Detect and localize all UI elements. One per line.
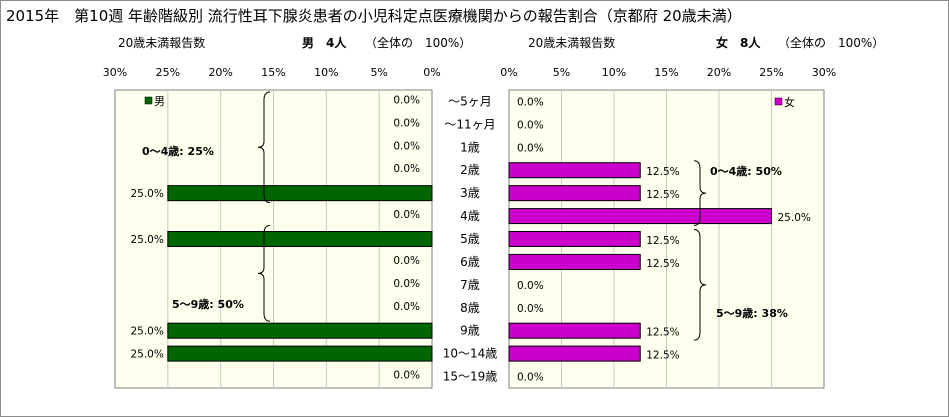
female-share-label: （全体の 100%）: [778, 35, 884, 50]
female-annotation-5-9: 5～9歳: 38%: [716, 306, 788, 320]
category-label: 2歳: [460, 163, 480, 177]
category-label: 1歳: [460, 140, 480, 154]
male-bar-label: 0.0%: [393, 370, 420, 382]
female-brace-0-4: [693, 160, 707, 227]
male-bar: [167, 185, 433, 202]
male-x-tick-label: 25%: [156, 66, 180, 79]
male-bar: [167, 231, 433, 247]
female-bar-label: 0.0%: [517, 280, 544, 292]
female-legend-label: 女: [784, 95, 795, 109]
male-bar-label: 25.0%: [130, 326, 163, 338]
male-panel: 0% 5% 10% 15% 20% 25% 30% 0.0% 0.0% 0.0% 0.0% 25.0%…: [103, 66, 441, 389]
male-bar: [167, 345, 433, 362]
male-legend-label: 男: [154, 95, 165, 108]
female-brace-5-9: [693, 229, 707, 341]
chart-title: 2015年 第10週 年齢階級別 流行性耳下腺炎患者の小児科定点医療機関からの報…: [6, 7, 742, 25]
male-count-label: 男 4人: [302, 35, 347, 50]
male-x-tick-label: 0%: [423, 66, 440, 79]
female-x-tick-label: 5%: [553, 66, 570, 79]
female-count-label: 女 8人: [716, 35, 761, 50]
male-bar-label: 0.0%: [393, 117, 420, 129]
male-bar-label: 25.0%: [130, 234, 163, 246]
category-labels: ～5ヶ月 ～11ヶ月 1歳 2歳 3歳 4歳 5歳 6歳 7歳 8歳 9歳 10～14歳 15～19歳: [443, 94, 498, 383]
female-bar: [508, 162, 641, 179]
female-bar-label: 12.5%: [646, 235, 679, 247]
female-bar: [508, 231, 641, 247]
male-bar-label: 25.0%: [130, 349, 163, 361]
male-bar: [167, 322, 433, 339]
female-x-tick-label: 25%: [759, 66, 783, 79]
female-bar-label: 12.5%: [646, 166, 679, 178]
female-x-tick-label: 15%: [654, 66, 678, 79]
male-x-tick-label: 15%: [261, 66, 285, 79]
female-bar: [508, 345, 641, 362]
male-bar-label: 0.0%: [393, 209, 420, 221]
female-x-tick-label: 0%: [500, 66, 517, 79]
male-brace-0-4: [257, 91, 271, 204]
category-label: 6歳: [460, 255, 480, 269]
male-legend-swatch: [144, 96, 153, 105]
male-x-tick-label: 5%: [370, 66, 387, 79]
male-x-tick-label: 30%: [103, 66, 127, 79]
category-label: 5歳: [460, 232, 480, 246]
male-annotation-0-4: 0～4歳: 25%: [142, 144, 214, 158]
male-left-label: 20歳未満報告数: [118, 35, 205, 50]
category-label: 7歳: [460, 278, 480, 292]
female-bar-label: 0.0%: [517, 303, 544, 315]
male-bar-label: 0.0%: [393, 140, 420, 152]
category-label: 15～19歳: [443, 370, 498, 384]
female-bar: [508, 253, 641, 270]
female-annotation-0-4: 0～4歳: 50%: [710, 164, 782, 178]
female-bar-label: 0.0%: [517, 142, 544, 154]
category-label: ～11ヶ月: [444, 117, 495, 131]
female-bar: [508, 322, 641, 339]
male-x-tick-label: 10%: [314, 66, 338, 79]
male-x-tick-label: 20%: [208, 66, 232, 79]
male-bar-label: 0.0%: [393, 255, 420, 267]
female-x-tick-label: 20%: [707, 66, 731, 79]
female-bar-label: 0.0%: [517, 119, 544, 131]
female-bar-label: 12.5%: [646, 327, 679, 339]
male-annotation-5-9: 5～9歳: 50%: [172, 297, 244, 311]
female-bar: [508, 208, 772, 225]
male-bar-label: 25.0%: [130, 188, 163, 200]
female-bar-label: 0.0%: [517, 372, 544, 384]
female-bar: [508, 185, 641, 202]
female-x-tick-label: 10%: [602, 66, 626, 79]
category-label: 9歳: [460, 324, 480, 338]
male-bar-label: 0.0%: [393, 301, 420, 313]
female-bar-label: 12.5%: [646, 189, 679, 201]
female-x-tick-label: 30%: [812, 66, 836, 79]
category-label: ～5ヶ月: [448, 94, 492, 108]
category-label: 10～14歳: [443, 347, 498, 361]
category-label: 4歳: [460, 209, 480, 223]
female-legend-swatch: [774, 97, 783, 106]
male-bar-label: 0.0%: [393, 163, 420, 175]
female-bar-label: 25.0%: [778, 212, 811, 224]
female-panel: 0% 5% 10% 15% 20% 25% 30% 0.0% 0.0% 0.0% 12.5% 12.5…: [500, 66, 836, 389]
male-bar-label: 0.0%: [393, 278, 420, 290]
female-left-label: 20歳未満報告数: [528, 35, 615, 50]
male-brace-5-9: [257, 225, 271, 322]
female-bar-label: 12.5%: [646, 350, 679, 362]
category-label: 3歳: [460, 186, 480, 200]
male-bar-label: 0.0%: [393, 94, 420, 106]
category-label: 8歳: [460, 301, 480, 315]
female-bar-label: 0.0%: [517, 96, 544, 108]
male-share-label: （全体の 100%）: [365, 35, 471, 50]
female-bar-label: 12.5%: [646, 258, 679, 270]
